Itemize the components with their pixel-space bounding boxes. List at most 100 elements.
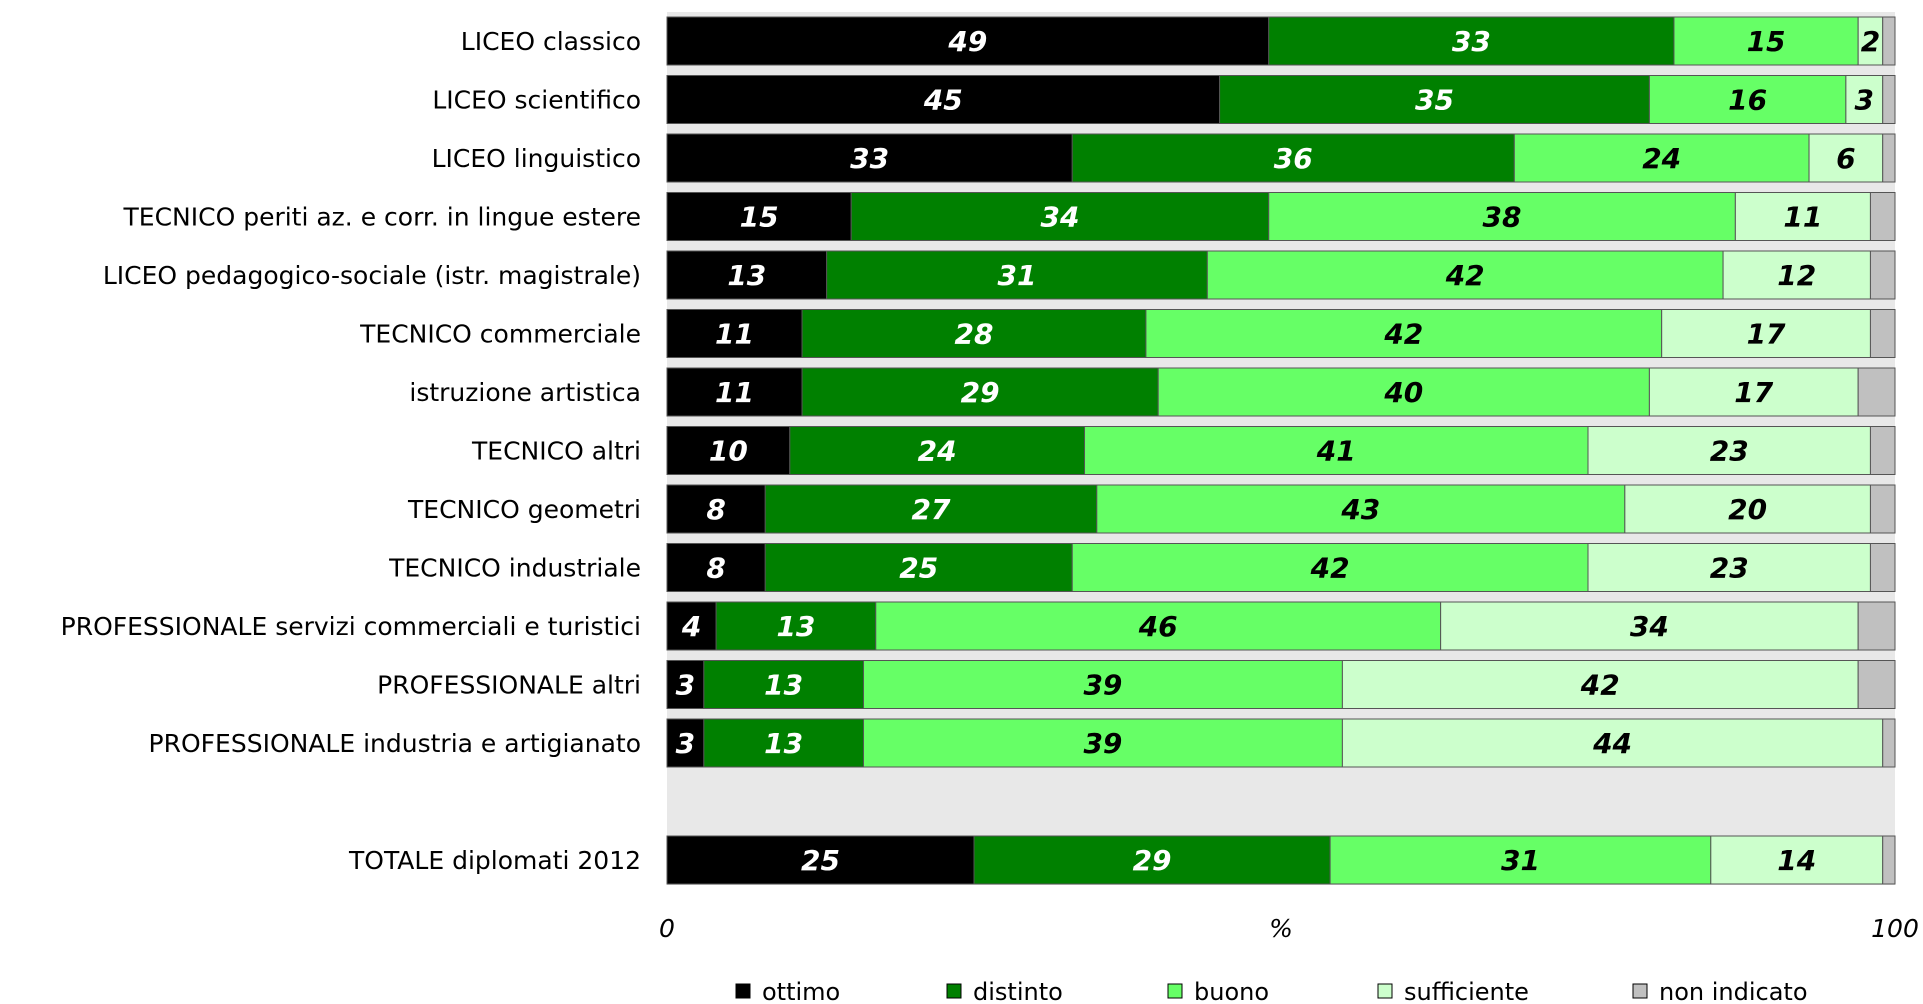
bar-segment-ottimo xyxy=(666,601,717,651)
category-label: TOTALE diplomati 2012 xyxy=(348,846,641,875)
bar-segment-sufficiente xyxy=(1857,16,1884,66)
bar-segment-ottimo xyxy=(666,367,803,417)
data-label: 12 xyxy=(1777,259,1816,292)
data-label: 17 xyxy=(1747,318,1786,351)
bar-segment-ottimo xyxy=(666,250,828,300)
legend-label: distinto xyxy=(973,978,1063,1004)
bar-segment-non-indicato xyxy=(1869,426,1896,475)
legend-swatch-ottimo xyxy=(735,983,751,999)
data-label: 11 xyxy=(1783,201,1822,234)
data-label: 42 xyxy=(1310,552,1350,585)
category-label: LICEO pedagogico-sociale (istr. magistra… xyxy=(103,261,641,290)
bar-segment-ottimo xyxy=(666,133,1073,183)
category-label: PROFESSIONALE altri xyxy=(377,671,641,700)
bar-segment-distinto xyxy=(1268,16,1675,66)
data-label: 31 xyxy=(997,259,1036,292)
bar-segment-buono xyxy=(1071,543,1589,592)
bar-segment-sufficiente xyxy=(1440,601,1859,651)
category-label: istruzione artistica xyxy=(409,378,641,407)
data-label: 3 xyxy=(1855,84,1874,117)
data-label: 29 xyxy=(1133,844,1172,877)
bar-segment-ottimo xyxy=(666,718,705,768)
bar-segment-sufficiente xyxy=(1734,192,1871,241)
bar-segment-non-indicato xyxy=(1882,718,1896,768)
data-label: 16 xyxy=(1728,84,1767,117)
data-label: 29 xyxy=(961,376,1000,409)
data-label: 34 xyxy=(1040,201,1079,234)
category-labels: LICEO classico LICEO scientifico LICEO lin… xyxy=(61,27,641,875)
data-label: 35 xyxy=(1415,84,1454,117)
bar-segment-non-indicato xyxy=(1882,75,1896,124)
bar-segment-ottimo xyxy=(666,16,1270,66)
category-label: TECNICO industriale xyxy=(388,554,641,583)
bar-segment-distinto xyxy=(703,660,864,709)
bar-segment-non-indicato xyxy=(1869,192,1896,241)
bar-segment-distinto xyxy=(850,192,1270,241)
data-label: 13 xyxy=(764,669,803,702)
category-label: LICEO classico xyxy=(461,27,641,56)
data-label: 3 xyxy=(676,669,695,702)
bar-segment-buono xyxy=(1084,426,1589,475)
data-label: 8 xyxy=(706,552,725,585)
bar-segment-buono xyxy=(862,660,1343,709)
category-label: TECNICO geometri xyxy=(407,495,641,524)
bar-segment-sufficiente xyxy=(1722,250,1871,300)
data-label: 24 xyxy=(918,435,957,468)
bar-segment-non-indicato xyxy=(1857,367,1896,417)
bar-segment-ottimo xyxy=(666,835,975,885)
data-label: 33 xyxy=(1452,25,1491,58)
bar-segment-distinto xyxy=(1071,133,1515,183)
bar-segment-sufficiente xyxy=(1341,660,1859,709)
data-label: 17 xyxy=(1734,376,1773,409)
bar-segment-distinto xyxy=(715,601,877,651)
data-label: 45 xyxy=(923,84,963,117)
bar-segment-distinto xyxy=(789,426,1086,475)
bar-segment-distinto xyxy=(826,250,1208,300)
bar-segment-ottimo xyxy=(666,660,705,709)
bar-segment-non-indicato xyxy=(1857,601,1896,651)
bar-segment-sufficiente xyxy=(1341,718,1884,768)
legend-label: buono xyxy=(1194,978,1269,1004)
data-label: 13 xyxy=(776,610,815,643)
data-label: 34 xyxy=(1630,610,1669,643)
data-label: 41 xyxy=(1316,435,1356,468)
category-label: LICEO scientifico xyxy=(432,86,641,115)
legend-swatch-sufficiente xyxy=(1377,983,1393,999)
category-label: TECNICO commerciale xyxy=(359,320,641,349)
legend-label: non indicato xyxy=(1659,978,1808,1004)
data-label: 11 xyxy=(715,318,754,351)
data-label: 15 xyxy=(740,201,779,234)
bar-segment-distinto xyxy=(801,367,1159,417)
data-label: 13 xyxy=(764,727,803,760)
bar-segment-sufficiente xyxy=(1710,835,1884,885)
bar-segment-buono xyxy=(1096,484,1626,534)
data-label: 42 xyxy=(1445,259,1485,292)
bar-segment-buono xyxy=(1513,133,1810,183)
bar-segment-sufficiente xyxy=(1661,309,1871,358)
legend-swatch-buono xyxy=(1167,983,1183,999)
data-label: 20 xyxy=(1728,493,1767,526)
bar-segment-buono xyxy=(1673,16,1859,66)
data-label: 46 xyxy=(1138,610,1178,643)
bar-segment-non-indicato xyxy=(1882,133,1896,183)
data-label: 25 xyxy=(899,552,938,585)
data-label: 27 xyxy=(912,493,951,526)
data-label: 2 xyxy=(1861,25,1880,58)
bar-segment-buono xyxy=(1648,75,1847,124)
bar-segment-buono xyxy=(1268,192,1736,241)
category-label: TECNICO altri xyxy=(471,437,641,466)
bar-segment-distinto xyxy=(973,835,1331,885)
bar-segment-buono xyxy=(1145,309,1663,358)
data-label: 42 xyxy=(1383,318,1423,351)
data-label: 24 xyxy=(1642,142,1681,175)
data-label: 40 xyxy=(1383,376,1423,409)
category-label: LICEO linguistico xyxy=(432,144,641,173)
bar-segment-sufficiente xyxy=(1808,133,1884,183)
data-label: 39 xyxy=(1083,669,1122,702)
data-label: 10 xyxy=(709,435,748,468)
data-label: 49 xyxy=(947,25,987,58)
data-label: 6 xyxy=(1836,142,1855,175)
x-tick-label: 100 xyxy=(1871,914,1919,943)
